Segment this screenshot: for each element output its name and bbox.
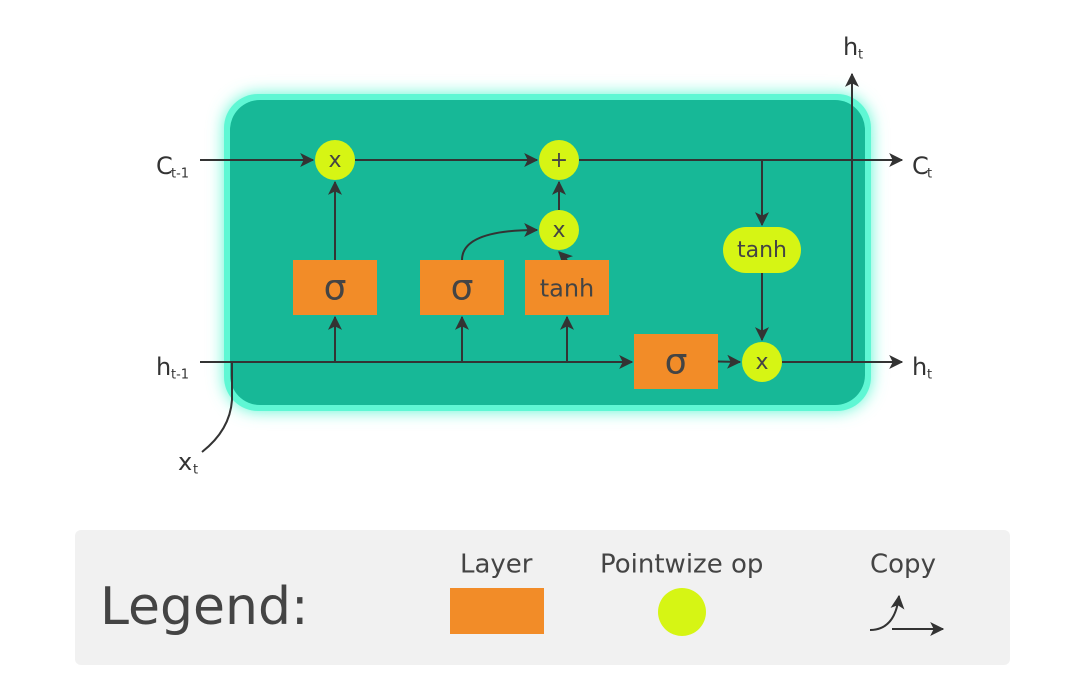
svg-text:σ: σ xyxy=(665,342,688,383)
diagram-svg: σσtanhσx+xtanhxCt-1Ctht-1htxthtLegend:La… xyxy=(0,0,1079,697)
svg-text:Legend:: Legend: xyxy=(100,577,309,637)
lstm-diagram: σσtanhσx+xtanhxCt-1Ctht-1htxthtLegend:La… xyxy=(0,0,1079,697)
label-c-in: Ct-1 xyxy=(156,152,189,182)
label-h-top: ht xyxy=(843,33,863,63)
svg-text:t: t xyxy=(858,48,863,63)
svg-text:t: t xyxy=(193,463,198,478)
svg-text:σ: σ xyxy=(451,268,474,309)
svg-text:Pointwize op: Pointwize op xyxy=(600,550,763,580)
svg-text:t-1: t-1 xyxy=(171,368,189,383)
svg-text:+: + xyxy=(550,148,568,173)
svg-text:Layer: Layer xyxy=(460,550,533,580)
svg-text:h: h xyxy=(843,33,858,61)
svg-text:h: h xyxy=(156,353,171,381)
label-h-out: ht xyxy=(912,353,932,383)
svg-text:t-1: t-1 xyxy=(171,167,189,182)
label-h-in: ht-1 xyxy=(156,353,189,383)
svg-text:t: t xyxy=(927,167,932,182)
svg-text:h: h xyxy=(912,353,927,381)
legend-pointwise-swatch xyxy=(658,588,706,636)
svg-text:Copy: Copy xyxy=(870,550,936,580)
svg-text:σ: σ xyxy=(324,268,347,309)
svg-text:x: x xyxy=(178,448,192,476)
svg-text:x: x xyxy=(328,148,341,173)
svg-text:x: x xyxy=(755,350,768,375)
legend-layer-swatch xyxy=(450,588,544,634)
label-x-in: xt xyxy=(178,448,198,478)
svg-text:tanh: tanh xyxy=(737,238,787,263)
svg-text:x: x xyxy=(552,218,565,243)
label-c-out: Ct xyxy=(912,152,932,182)
svg-text:tanh: tanh xyxy=(540,275,595,303)
svg-text:t: t xyxy=(927,368,932,383)
